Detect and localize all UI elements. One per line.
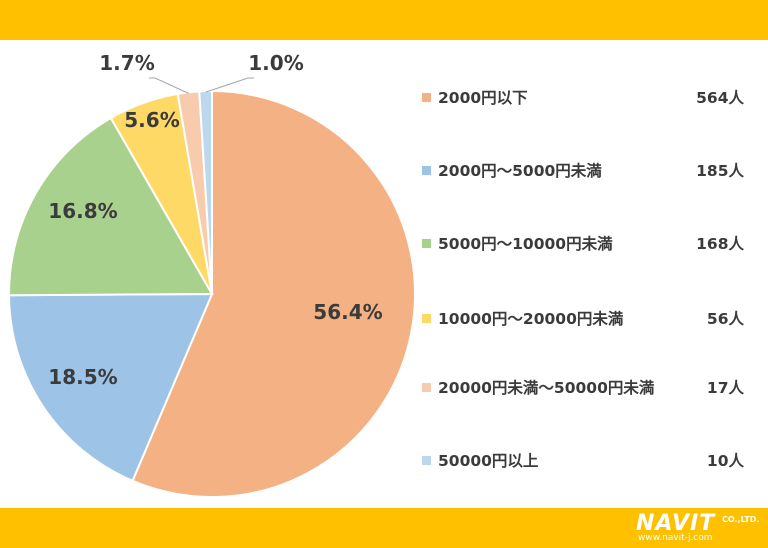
leader-line [149,77,189,94]
data-label: 1.7% [99,51,154,75]
legend-item: 5000円～10000円未満 168人 [420,232,760,256]
legend-label: 5000円～10000円未満 [438,235,613,253]
legend-value: 17人 [706,379,744,397]
data-label: 56.4% [313,300,382,324]
logo-url: www.navit-j.com [638,533,713,543]
legend-value: 185人 [696,162,744,180]
legend-swatch [422,314,431,323]
legend-swatch [422,456,431,465]
legend-swatch [422,383,431,392]
legend-swatch [422,93,431,102]
legend-item: 20000円未満～50000円未満 17人 [420,376,760,400]
pie-slice [131,89,416,498]
data-label: 1.0% [248,51,303,75]
data-label: 18.5% [48,365,117,389]
legend-value: 10人 [706,452,744,470]
legend-swatch [422,166,431,175]
legend-label: 2000円～5000円未満 [438,162,602,180]
legend-value: 56人 [706,310,744,328]
legend-item: 2000円～5000円未満 185人 [420,159,760,183]
leader-line [205,77,254,93]
legend-label: 10000円～20000円未満 [438,310,624,328]
legend-item: 2000円以下 564人 [420,86,760,110]
navit-logo: NAVIT CO.,LTD. www.navit-j.com [634,511,764,545]
legend-swatch [422,239,431,248]
logo-name: NAVIT [636,511,716,536]
top-banner [0,0,768,40]
legend-label: 50000円以上 [438,452,539,470]
bottom-banner [0,508,768,548]
legend-value: 564人 [696,89,744,107]
legend-label: 2000円以下 [438,89,528,107]
pie-slice [8,116,214,297]
pie-slice [7,292,214,483]
legend-item: 10000円～20000円未満 56人 [420,307,760,331]
logo-suffix: CO.,LTD. [722,515,760,524]
legend-item: 50000円以上 10人 [420,449,760,473]
legend-label: 20000円未満～50000円未満 [438,379,655,397]
pie-slice [198,89,213,295]
data-label: 16.8% [48,199,117,223]
data-label: 5.6% [124,108,179,132]
legend-value: 168人 [696,235,744,253]
